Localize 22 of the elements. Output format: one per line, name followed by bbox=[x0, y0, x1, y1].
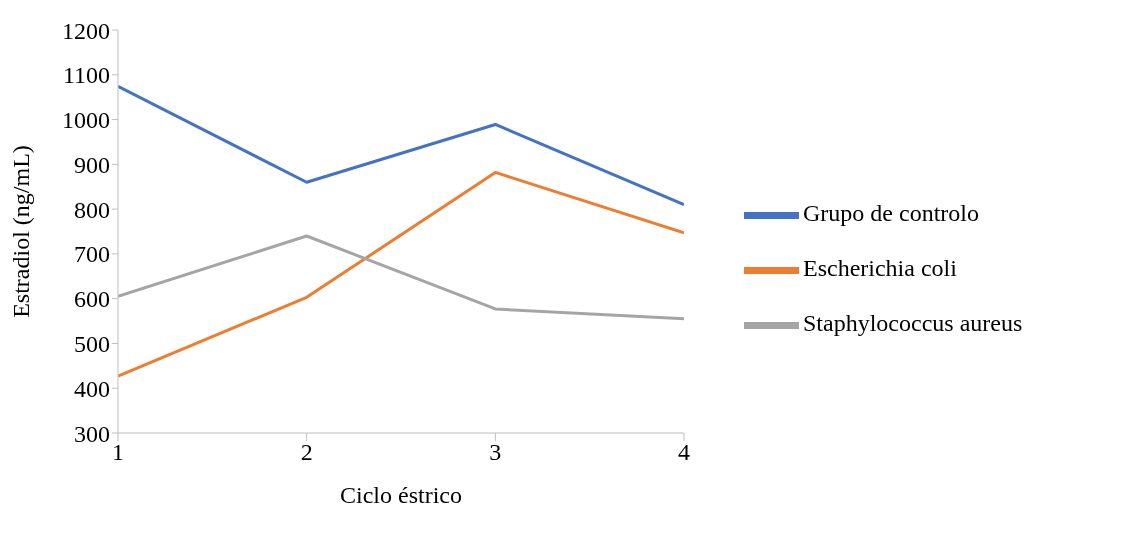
line-series bbox=[118, 234, 684, 321]
y-tick-label: 1200 bbox=[62, 17, 110, 44]
x-tick-label: 3 bbox=[489, 439, 502, 466]
legend-label: Staphylococcus aureus bbox=[803, 310, 1023, 337]
line-series bbox=[118, 84, 684, 207]
legend-label: Escherichia coli bbox=[803, 255, 957, 282]
y-axis-title: Estradiol (ng/mL) bbox=[7, 145, 34, 318]
y-tick-label: 900 bbox=[74, 151, 110, 178]
y-tick-label: 300 bbox=[74, 420, 110, 447]
y-tick-label: 1000 bbox=[62, 107, 110, 134]
x-axis-title: Ciclo éstrico bbox=[340, 482, 462, 508]
y-tick-label: 400 bbox=[74, 375, 110, 402]
y-tick-label: 500 bbox=[74, 330, 110, 357]
x-tick-label: 2 bbox=[300, 439, 313, 466]
y-tick-label: 1100 bbox=[62, 62, 110, 89]
x-tick-label: 1 bbox=[112, 439, 124, 466]
y-tick-label: 700 bbox=[74, 241, 110, 268]
line-series bbox=[118, 170, 684, 378]
y-tick-label: 800 bbox=[74, 196, 110, 223]
x-tick-label: 4 bbox=[678, 439, 690, 466]
legend-label: Grupo de controlo bbox=[803, 200, 979, 227]
y-tick-label: 600 bbox=[74, 286, 110, 313]
